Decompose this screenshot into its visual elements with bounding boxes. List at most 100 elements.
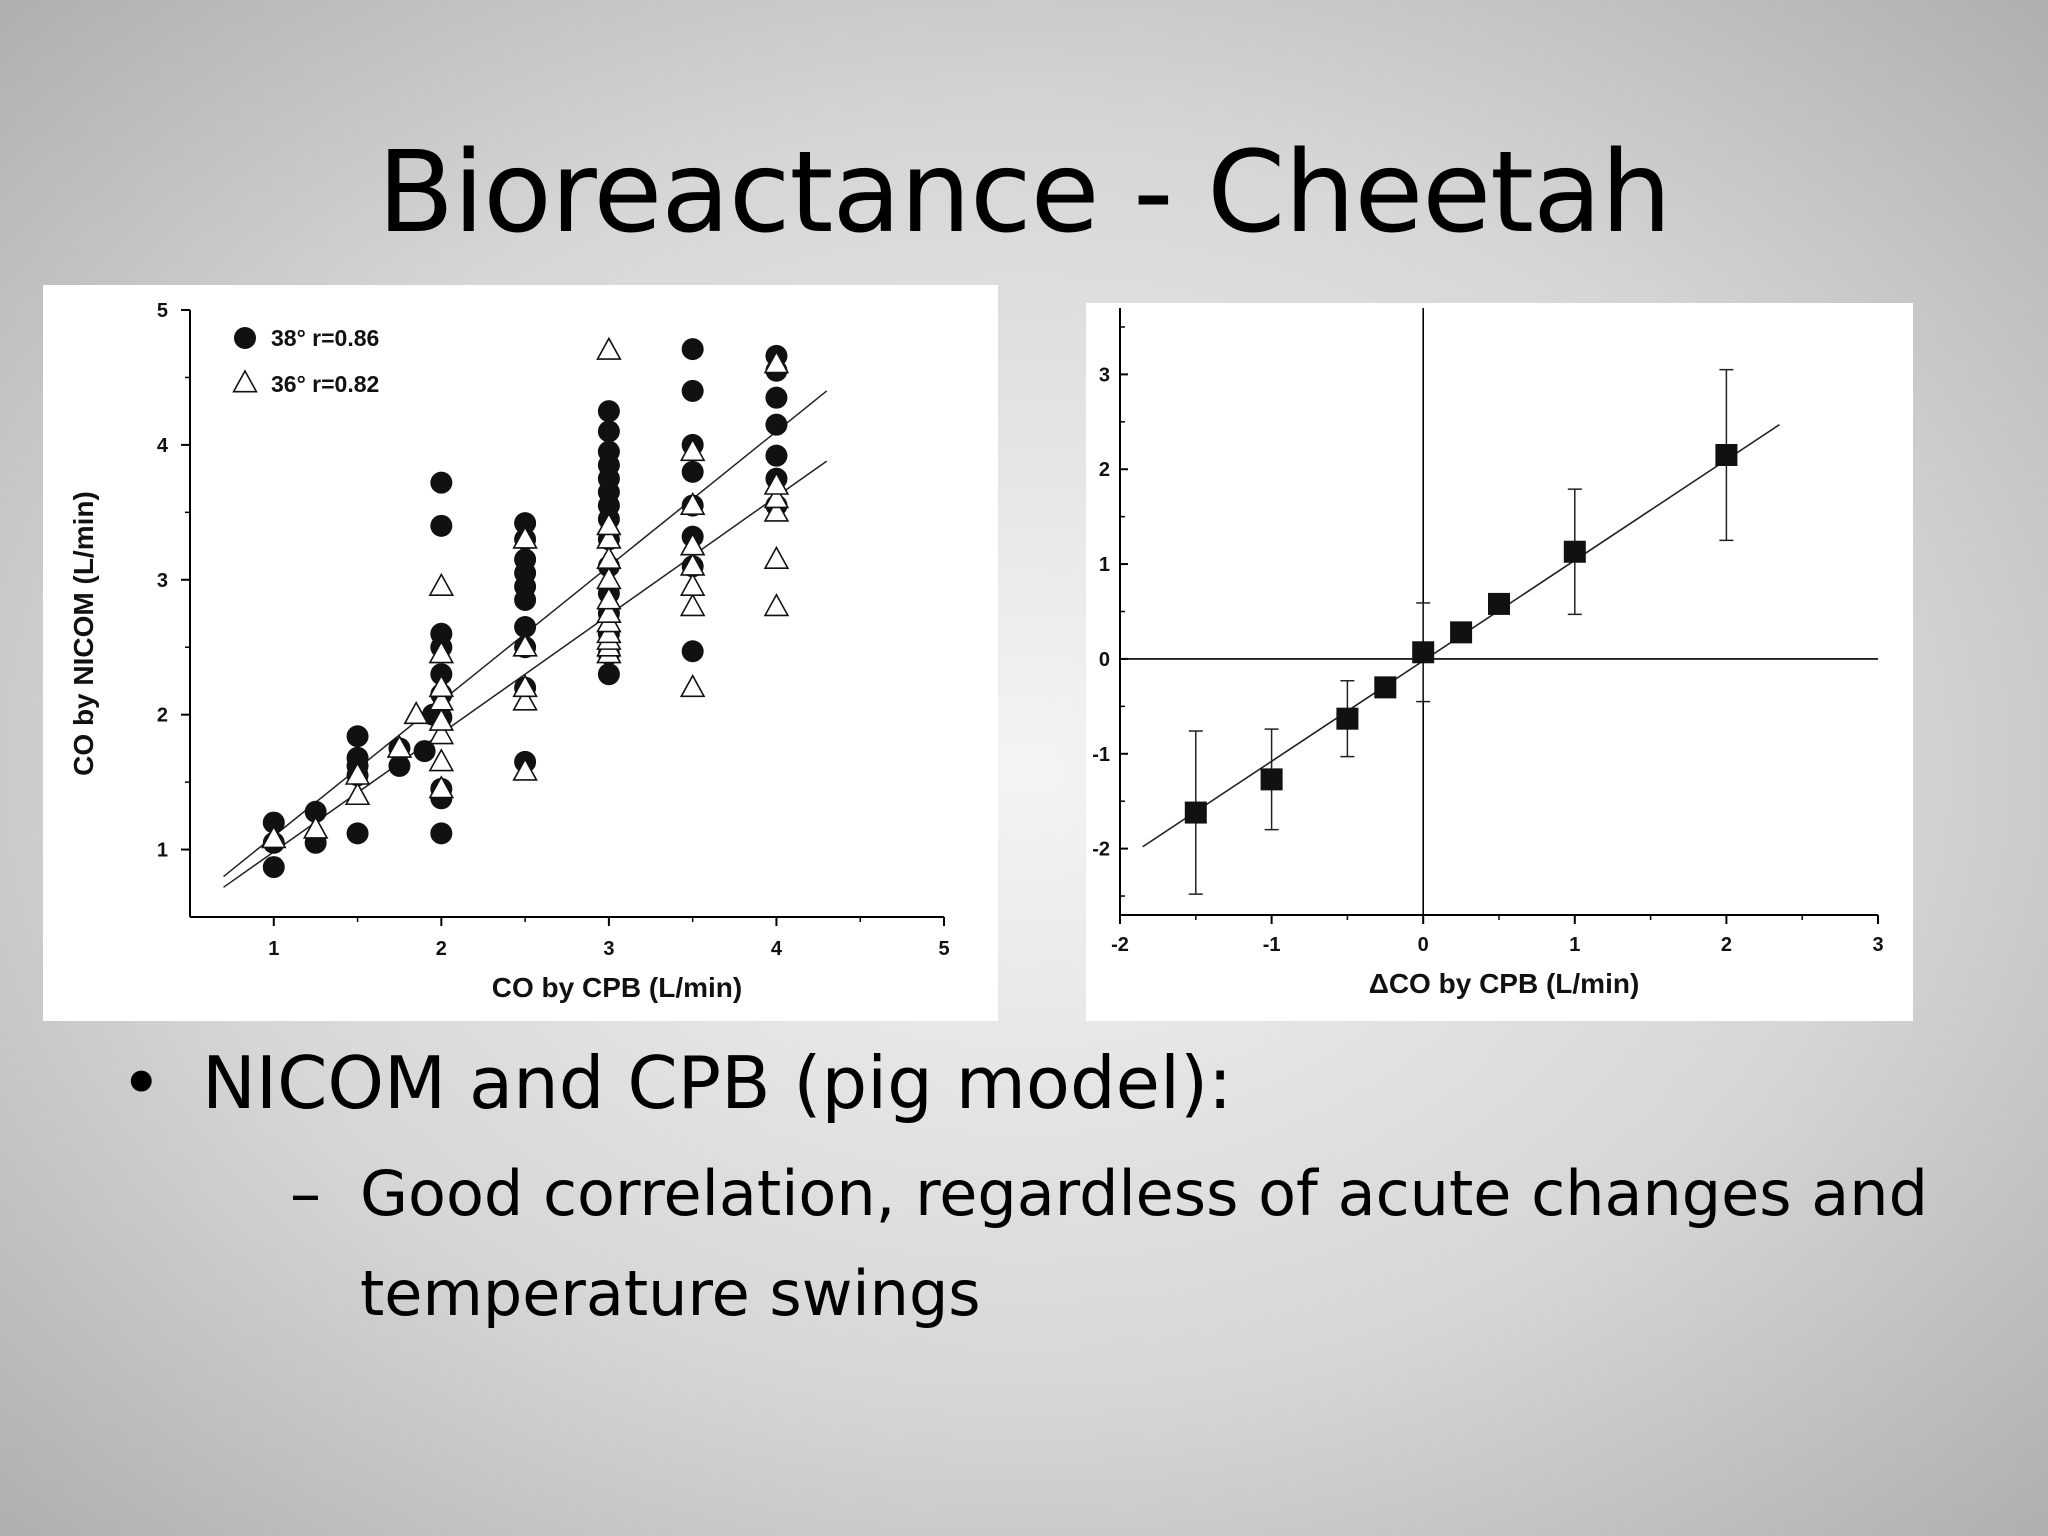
y-tick-label: -2 (1092, 839, 1110, 861)
data-point-square (1412, 641, 1435, 664)
x-tick-label: 1 (268, 938, 279, 960)
bullet-item: • NICOM and CPB (pig model): (120, 1040, 1980, 1126)
data-point-36 (679, 552, 706, 576)
data-point-36 (428, 687, 455, 711)
data-point-square (1336, 707, 1359, 730)
data-point-36 (428, 674, 455, 698)
data-point-36 (679, 674, 706, 698)
data-point-36 (344, 781, 371, 806)
data-point-38 (765, 386, 788, 409)
data-point-square (1450, 621, 1473, 644)
x-axis-label: CO by CPB (L/min) (492, 972, 742, 1003)
data-point-36 (428, 640, 455, 664)
y-tick-label: 2 (157, 705, 168, 727)
data-point-36 (596, 336, 622, 360)
x-tick-label: 5 (938, 938, 949, 960)
x-tick-label: 2 (436, 938, 447, 960)
data-point-36 (679, 437, 706, 462)
y-tick-label: 1 (157, 840, 168, 862)
data-point-36 (344, 761, 371, 785)
data-point-36 (512, 525, 538, 549)
data-point-38 (597, 400, 620, 423)
x-axis-label: ΔCO by CPB (L/min) (1369, 968, 1640, 999)
data-point-36 (261, 825, 287, 849)
data-point-36 (596, 545, 622, 569)
bullet-list: • NICOM and CPB (pig model): – Good corr… (120, 1040, 1980, 1343)
x-tick-label: -1 (1263, 934, 1281, 956)
data-point-38 (346, 822, 369, 845)
data-point-36 (596, 566, 622, 590)
legend-marker-36 (232, 369, 258, 393)
data-point-38 (430, 822, 453, 845)
data-point-36 (302, 815, 329, 839)
y-tick-label: 2 (1099, 459, 1110, 481)
data-point-36 (386, 734, 413, 758)
x-tick-label: 3 (603, 938, 614, 960)
data-point-36 (428, 707, 455, 731)
data-point-38 (597, 420, 620, 443)
x-tick-label: 0 (1418, 934, 1429, 956)
data-point-36 (763, 471, 790, 495)
data-point-38 (681, 640, 704, 663)
legend-label-36: 36° r=0.82 (271, 371, 379, 397)
y-tick-label: -1 (1092, 744, 1110, 766)
data-point-38 (346, 725, 369, 748)
data-point-36 (763, 498, 790, 522)
x-tick-label: 2 (1721, 934, 1732, 956)
slide-title: Bioreactance - Cheetah (377, 128, 1671, 258)
data-point-38 (514, 512, 537, 535)
x-tick-label: 3 (1872, 934, 1883, 956)
bullet-text: NICOM and CPB (pig model): (202, 1041, 1233, 1125)
bullet-mark: • (120, 1041, 163, 1125)
data-point-38 (514, 615, 537, 638)
y-tick-label: 3 (1099, 364, 1110, 386)
y-axis-label: CO by NICOM (L/min) (68, 491, 99, 776)
legend-label-38: 38° r=0.86 (271, 325, 379, 351)
y-tick-label: 1 (1099, 554, 1110, 576)
sub-bullet-mark: – (290, 1157, 321, 1231)
data-point-38 (262, 856, 285, 879)
data-point-36 (763, 350, 790, 374)
y-tick-label: 3 (157, 570, 168, 592)
data-point-square (1563, 540, 1586, 563)
x-tick-label: -2 (1111, 934, 1129, 956)
data-point-36 (679, 491, 706, 516)
data-point-38 (681, 460, 704, 483)
data-point-38 (430, 514, 453, 537)
y-tick-label: 5 (157, 300, 168, 322)
data-point-36 (403, 701, 429, 725)
data-point-36 (512, 757, 538, 781)
data-point-square (1715, 444, 1738, 467)
x-tick-label: 4 (771, 938, 783, 960)
data-point-36 (763, 593, 790, 617)
data-point-36 (679, 593, 706, 617)
data-point-36 (763, 545, 790, 569)
data-point-36 (512, 687, 538, 711)
sub-bullet-item: – Good correlation, regardless of acute … (290, 1144, 1980, 1342)
data-point-36 (679, 572, 706, 596)
data-point-36 (428, 748, 455, 772)
data-point-38 (765, 413, 788, 436)
x-tick-label: 1 (1569, 934, 1580, 956)
y-tick-label: 4 (157, 435, 169, 457)
data-point-38 (304, 800, 327, 823)
data-point-square (1488, 592, 1510, 615)
data-point-36 (512, 633, 538, 657)
data-point-38 (430, 622, 453, 645)
data-point-38 (413, 740, 436, 763)
sub-bullet-text: Good correlation, regardless of acute ch… (360, 1157, 1928, 1330)
data-point-36 (596, 599, 622, 623)
data-point-36 (512, 674, 538, 698)
data-point-38 (765, 444, 788, 467)
co-scatter-chart: 1 2 3 4 5 1 2 3 4 5 CO by CPB (L/min) CO by NICOM (… (68, 300, 950, 1003)
y-tick-label: 0 (1099, 649, 1110, 671)
data-point-38 (597, 440, 620, 463)
left-chart-panel: 1 2 3 4 5 1 2 3 4 5 CO by CPB (L/min) CO by NICOM (… (43, 285, 998, 1021)
data-point-36 (596, 525, 622, 549)
data-point-square (1374, 676, 1397, 699)
data-point-square (1260, 768, 1283, 791)
data-point-38 (597, 663, 620, 686)
data-point-38 (388, 754, 411, 777)
data-point-38 (514, 548, 537, 571)
